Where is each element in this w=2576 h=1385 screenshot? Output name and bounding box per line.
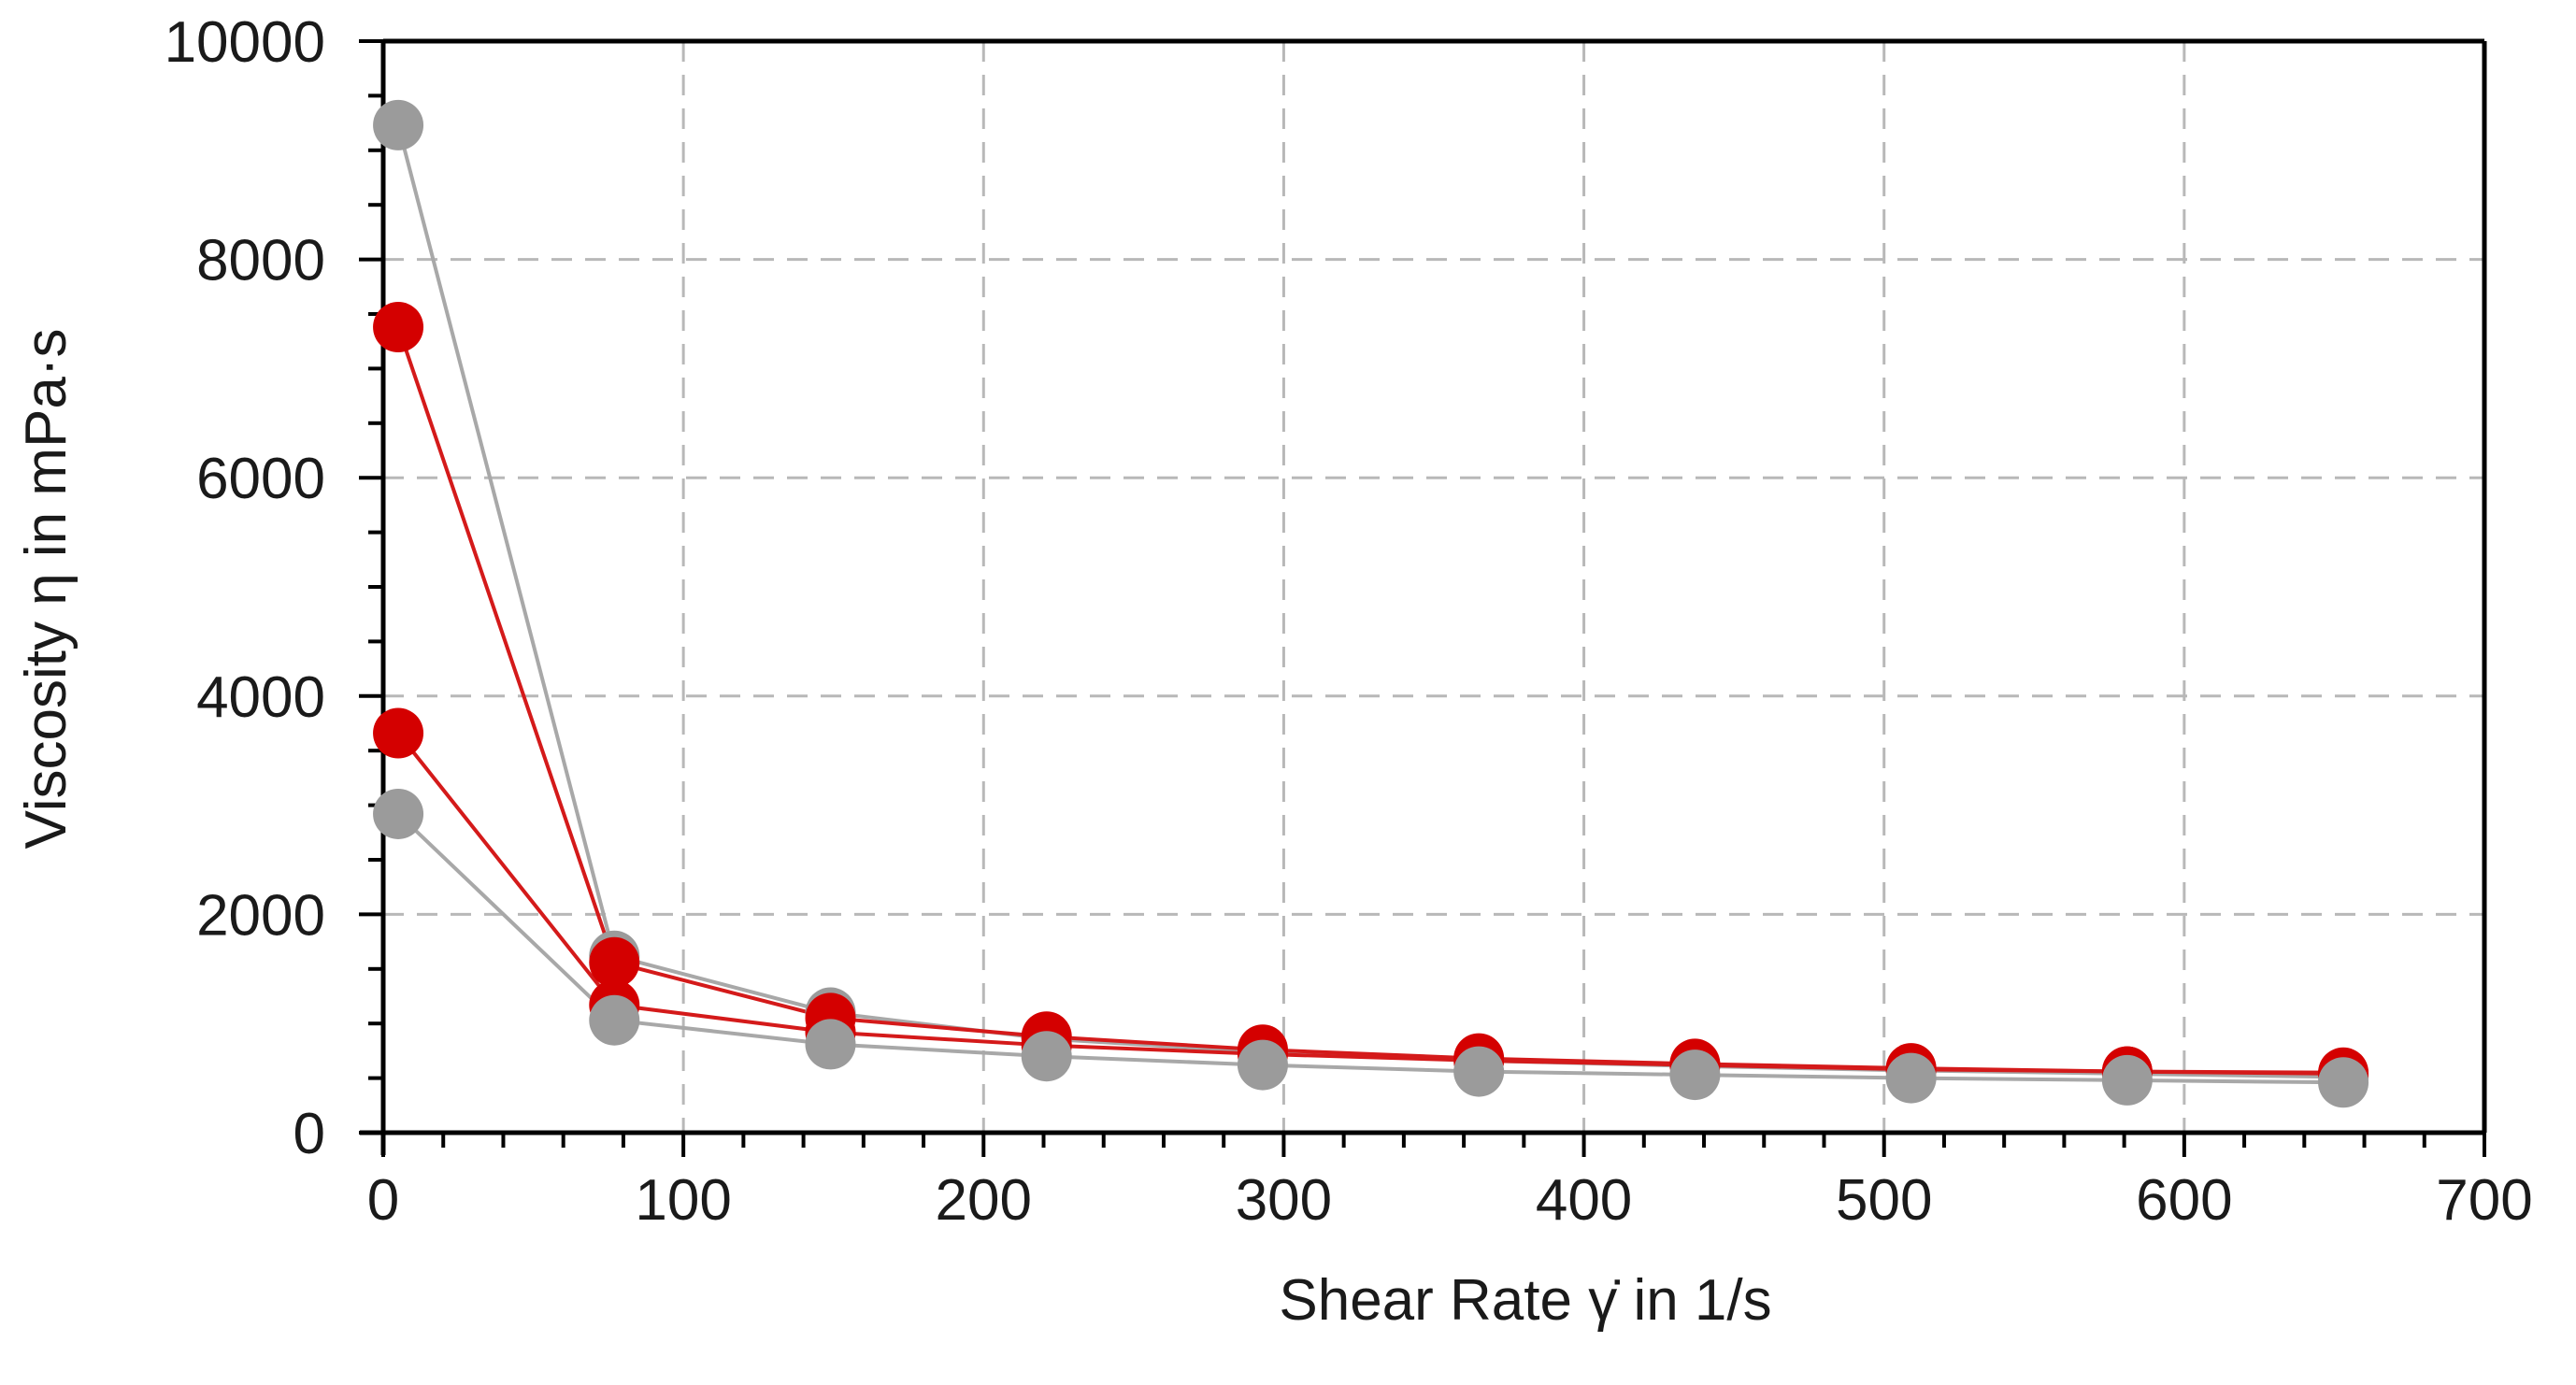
y-tick-label: 10000 <box>165 10 325 75</box>
series-2-point <box>373 302 424 353</box>
series-line-2 <box>396 326 2344 1076</box>
series-line-1 <box>396 124 2344 1079</box>
series-group <box>373 99 2369 1108</box>
ticks <box>359 39 2486 1157</box>
series-3-point <box>373 707 424 759</box>
x-tick-label: 400 <box>1536 1168 1632 1233</box>
y-tick-label: 2000 <box>196 883 325 948</box>
series-4-point <box>1669 1049 1721 1101</box>
x-tick-label: 200 <box>936 1168 1032 1233</box>
series-2-point <box>589 936 640 988</box>
axes <box>360 38 2487 1155</box>
y-tick-label: 6000 <box>196 447 325 511</box>
x-tick-label: 700 <box>2436 1168 2532 1233</box>
x-tick-label: 100 <box>635 1168 731 1233</box>
x-tick-label: 300 <box>1236 1168 1332 1233</box>
series-line-3 <box>396 732 2344 1075</box>
y-tick-label: 4000 <box>196 665 325 730</box>
y-tick-label: 0 <box>293 1102 325 1166</box>
series-4-point <box>589 994 640 1046</box>
grid <box>383 41 2484 1133</box>
series-4-point <box>805 1019 856 1070</box>
x-tick-label: 500 <box>1836 1168 1932 1233</box>
series-4-point <box>373 788 424 839</box>
series-4-point <box>2318 1057 2369 1108</box>
x-tick-label: 600 <box>2136 1168 2232 1233</box>
series-1-point <box>373 99 424 150</box>
series-4-point <box>1453 1046 1505 1097</box>
y-tick-label: 8000 <box>196 229 325 293</box>
x-axis-title: Shear Rate γ̇ in 1/s <box>1279 1268 1771 1333</box>
tick-labels: 0 100 200 300 400 500 600 700 0 2000 4000 6000 8000 1… <box>165 10 2533 1233</box>
series-4-point <box>1021 1031 1072 1082</box>
series-4-point <box>2101 1054 2153 1106</box>
series-line-4 <box>396 812 2344 1085</box>
y-axis-title: Viscosity η in mPa·s <box>14 328 79 849</box>
series-4-point <box>1237 1039 1288 1091</box>
x-tick-label: 0 <box>367 1168 399 1233</box>
series-4-point <box>1885 1052 1937 1104</box>
